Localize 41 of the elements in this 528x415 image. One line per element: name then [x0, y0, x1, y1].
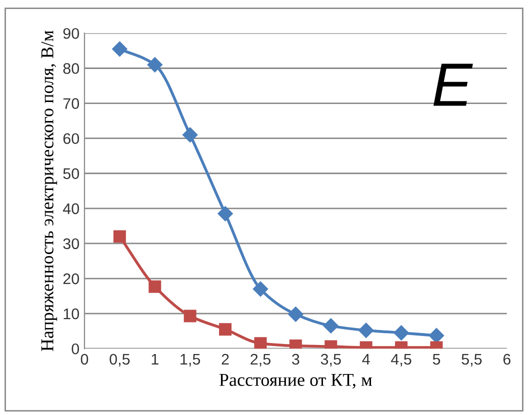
x-tick-label: 3,5 — [320, 354, 341, 366]
y-tick-label: 60 — [63, 133, 80, 144]
x-tick-label: 2 — [222, 354, 229, 365]
x-axis-title: Расстояние от КТ, м — [219, 374, 372, 389]
x-tick-label: 3 — [292, 354, 300, 365]
point — [358, 322, 374, 338]
y-tick-label: 30 — [63, 238, 80, 250]
x-tick-label: 1,5 — [180, 354, 200, 366]
x-tick-label: 0 — [80, 354, 88, 365]
y-tick-label: 80 — [63, 63, 80, 74]
point — [254, 337, 267, 349]
y-tick-label: 20 — [63, 273, 80, 284]
y-tick-label: 90 — [63, 28, 80, 39]
y-axis-title: Напряженность электрического поля, В/м — [41, 30, 58, 352]
point — [148, 280, 162, 293]
x-tick-label: 4,5 — [391, 354, 412, 366]
point — [113, 230, 126, 243]
point — [184, 310, 196, 322]
point — [218, 206, 233, 222]
point — [219, 323, 232, 336]
y-tick-label: 40 — [62, 203, 80, 214]
annotation: E — [433, 64, 473, 106]
y-tick-label: 10 — [64, 308, 80, 320]
x-tick-label: 6 — [503, 354, 510, 365]
point — [394, 325, 409, 340]
point — [182, 127, 198, 142]
point — [112, 41, 128, 57]
x-tick-label: 2,5 — [250, 354, 270, 366]
y-tick-label: 50 — [63, 168, 80, 180]
y-tick-label: 70 — [63, 98, 80, 109]
point — [428, 328, 444, 344]
y-tick-label: 0 — [72, 343, 80, 354]
x-tick-label: 5 — [432, 354, 440, 365]
point — [147, 57, 162, 72]
x-tick-label: 1 — [152, 354, 158, 365]
x-tick-label: 4 — [362, 354, 370, 365]
point — [323, 318, 338, 334]
x-tick-label: 5,5 — [462, 354, 482, 366]
point — [288, 306, 304, 322]
x-tick-label: 0,5 — [110, 354, 130, 366]
point — [252, 281, 268, 297]
